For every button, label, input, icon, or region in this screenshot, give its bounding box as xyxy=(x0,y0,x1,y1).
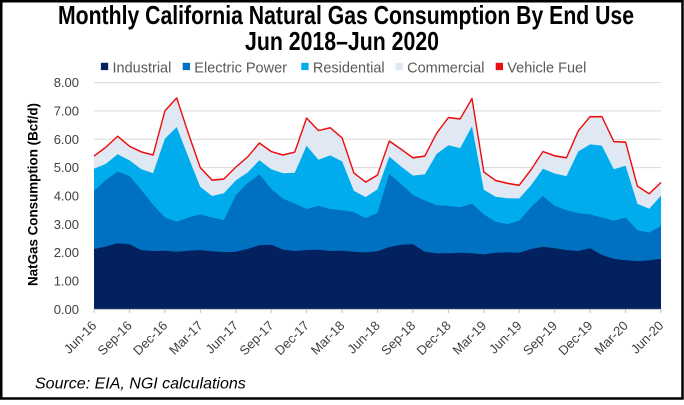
svg-text:Commercial: Commercial xyxy=(407,60,484,76)
svg-text:5.00: 5.00 xyxy=(54,160,79,175)
svg-text:Residential: Residential xyxy=(313,60,385,76)
svg-text:Vehicle Fuel: Vehicle Fuel xyxy=(507,60,586,76)
svg-text:Monthly California Natural Gas: Monthly California Natural Gas Consumpti… xyxy=(58,0,634,30)
svg-text:Industrial: Industrial xyxy=(113,60,172,76)
svg-text:Electric Power: Electric Power xyxy=(194,60,287,76)
svg-text:1.00: 1.00 xyxy=(54,274,79,289)
svg-text:3.00: 3.00 xyxy=(54,217,79,232)
svg-text:6.00: 6.00 xyxy=(54,132,79,147)
svg-text:0.00: 0.00 xyxy=(54,302,79,317)
svg-text:NatGas Consumption (Bcf/d): NatGas Consumption (Bcf/d) xyxy=(26,103,41,286)
svg-text:Source: EIA, NGI calculations: Source: EIA, NGI calculations xyxy=(35,376,246,393)
svg-text:4.00: 4.00 xyxy=(54,189,79,204)
svg-text:8.00: 8.00 xyxy=(54,75,79,90)
svg-text:Jun 2018–Jun 2020: Jun 2018–Jun 2020 xyxy=(245,26,439,56)
svg-text:7.00: 7.00 xyxy=(54,103,79,118)
svg-text:2.00: 2.00 xyxy=(54,245,79,260)
